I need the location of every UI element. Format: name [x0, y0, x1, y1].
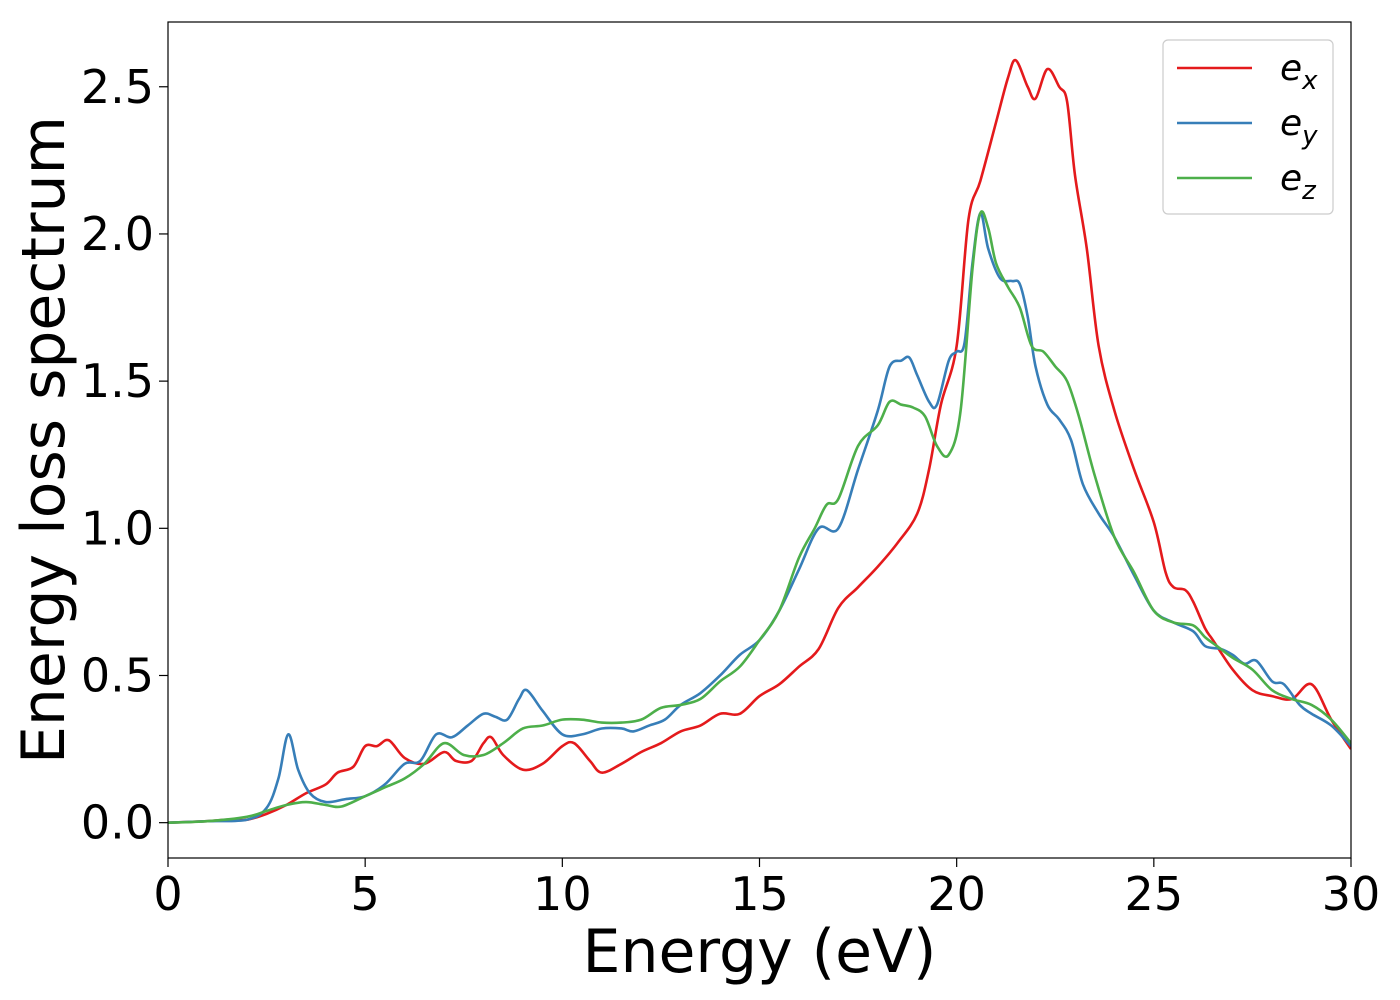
legend-label-z: ez	[1280, 158, 1317, 206]
x-tick-label: 0	[153, 867, 182, 921]
y-tick-label: 2.5	[81, 60, 154, 114]
x-tick-label: 5	[351, 867, 380, 921]
x-tick-label: 25	[1125, 867, 1184, 921]
y-tick-label: 0.0	[81, 796, 154, 850]
y-tick-label: 1.5	[81, 354, 154, 408]
y-axis-ticks: 0.0 0.5 1.0 1.5 2.0 2.5	[81, 60, 168, 850]
series-line-z	[168, 210, 1351, 824]
x-tick-label: 15	[730, 867, 789, 921]
legend-label-y: ey	[1280, 103, 1318, 151]
series-line-y	[168, 212, 1351, 824]
x-tick-label: 10	[533, 867, 592, 921]
y-tick-label: 2.0	[81, 207, 154, 261]
legend: ex ey ez	[1162, 39, 1334, 215]
x-axis-label: Energy (eV)	[583, 917, 937, 987]
legend-box	[1162, 39, 1334, 215]
legend-label-x: ex	[1280, 48, 1318, 96]
series-layer	[168, 58, 1351, 824]
y-axis-label: Energy loss spectrum	[9, 116, 79, 764]
y-tick-label: 1.0	[81, 501, 154, 555]
series-line-x	[168, 58, 1351, 824]
x-tick-label: 20	[927, 867, 986, 921]
x-axis-ticks: 0 5 10 15 20 25 30	[153, 858, 1380, 921]
y-tick-label: 0.5	[81, 648, 154, 702]
x-tick-label: 30	[1322, 867, 1381, 921]
